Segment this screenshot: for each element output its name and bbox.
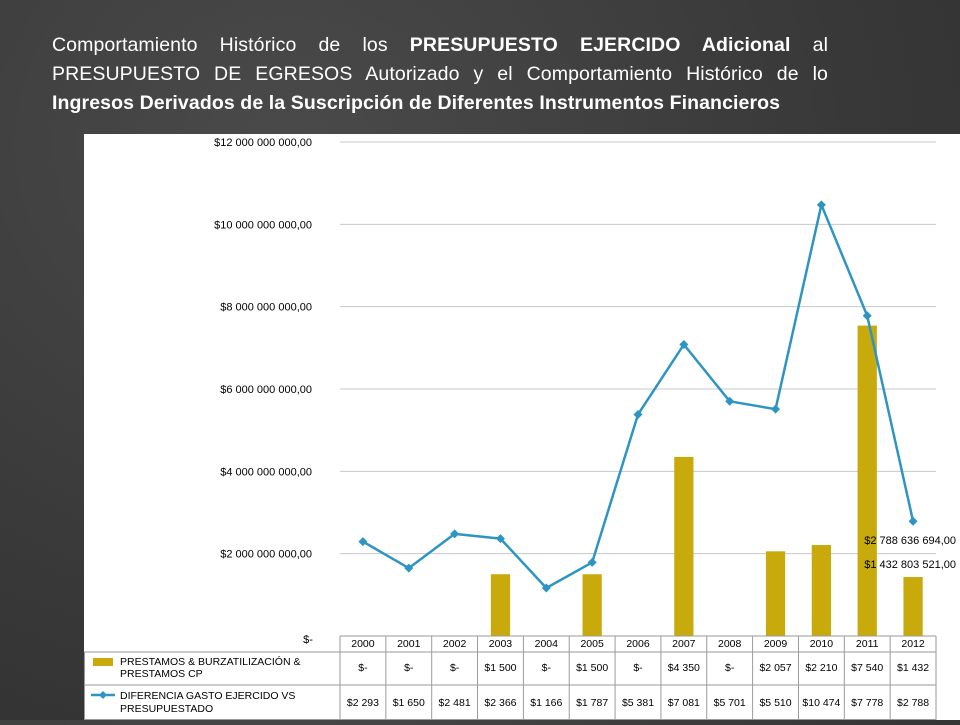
y-tick-label: $- — [303, 634, 313, 646]
table-cell-bar: $- — [450, 662, 460, 674]
y-tick-label: $2 000 000 000,00 — [220, 549, 312, 561]
title-part-2: al PRESUPUESTO DE EGRESOS Autorizado y e… — [52, 34, 829, 85]
series-line — [362, 203, 915, 590]
legend-label-bar-line2: PRESTAMOS CP — [120, 668, 203, 680]
table-cell-bar: $- — [542, 662, 552, 674]
x-category-label: 2009 — [764, 638, 788, 650]
table-cell-line: $7 081 — [668, 697, 700, 709]
x-category-label: 2007 — [672, 638, 696, 650]
x-category-label: 2006 — [626, 638, 650, 650]
x-category-label: 2000 — [351, 638, 375, 650]
table-cell-line: $2 481 — [439, 697, 471, 709]
combo-chart: $- $2 000 000 000,00 $4 000 000 000,00 $6 0… — [84, 137, 956, 720]
bar — [857, 325, 877, 636]
title-bold-1: PRESUPUESTO EJERCIDO Adicional — [409, 34, 791, 56]
bar — [765, 551, 786, 636]
x-category-label: 2008 — [718, 638, 742, 650]
table-cell-bar: $- — [633, 662, 643, 674]
x-category-label: 2010 — [810, 638, 834, 650]
line-point — [862, 311, 872, 321]
table-cell-line: $5 381 — [622, 697, 654, 709]
legend-key-line-marker — [99, 691, 107, 699]
table-cell-bar: $- — [358, 662, 368, 674]
line-point — [587, 557, 597, 567]
bar — [490, 574, 511, 636]
table-cell-bar: $- — [725, 662, 735, 674]
slide-title: Comportamiento Histórico de los PRESUPUE… — [52, 31, 828, 118]
x-category-label: 2001 — [397, 638, 421, 650]
x-category-label: 2002 — [443, 638, 467, 650]
data-label-line: $2 788 636 694,00 — [864, 535, 956, 547]
y-tick-label: $6 000 000 000,00 — [220, 384, 312, 396]
table-cell-line: $2 366 — [484, 697, 516, 709]
line-point — [404, 563, 414, 573]
line-point — [725, 396, 735, 406]
table-cell-line: $2 788 — [897, 697, 929, 709]
line-point — [771, 404, 781, 414]
table-cell-line: $5 510 — [759, 697, 791, 709]
legend-label-line-line1: DIFERENCIA GASTO EJERCIDO VS — [120, 690, 295, 702]
bar — [903, 577, 923, 636]
chart-area: $- $2 000 000 000,00 $4 000 000 000,00 $6 0… — [84, 134, 960, 720]
table-cell-line: $7 778 — [851, 697, 883, 709]
table-cell-line: $1 650 — [393, 697, 425, 709]
line-point — [816, 200, 826, 210]
legend-key-bar — [93, 658, 113, 666]
y-tick-label: $8 000 000 000,00 — [220, 302, 312, 314]
line-point — [358, 537, 368, 547]
table-cell-bar: $1 500 — [576, 662, 608, 674]
table-cell-bar: $2 210 — [805, 662, 837, 674]
legend-label-bar-line1: PRESTAMOS & BURZATILIZACIÓN & — [120, 655, 300, 668]
y-tick-label: $12 000 000 000,00 — [214, 137, 312, 149]
table-cell-bar: $7 540 — [851, 662, 883, 674]
legend-label-line-line2: PRESUPUESTADO — [120, 703, 213, 715]
y-tick-label: $4 000 000 000,00 — [220, 466, 312, 478]
table-cell-line: $10 474 — [802, 697, 840, 709]
line-point — [495, 534, 505, 544]
x-category-label: 2011 — [856, 638, 879, 650]
line-point — [908, 516, 918, 526]
data-label-bar: $1 432 803 521,00 — [864, 559, 956, 571]
line-point — [633, 409, 643, 419]
title-bold-2: Ingresos Derivados de la Suscripción de … — [52, 92, 781, 114]
x-category-label: 2004 — [535, 638, 559, 650]
table-cell-bar: $1 500 — [484, 662, 516, 674]
line-point — [679, 339, 689, 349]
table-cell-line: $5 701 — [714, 697, 746, 709]
table-cell-bar: $4 350 — [668, 662, 700, 674]
table-cell-bar: $2 057 — [759, 662, 791, 674]
title-part-1: Comportamiento Histórico de los — [52, 34, 410, 56]
table-cell-line: $1 787 — [576, 697, 608, 709]
x-category-label: 2003 — [489, 638, 513, 650]
bar — [811, 545, 832, 636]
table-cell-line: $1 166 — [530, 697, 562, 709]
y-tick-label: $10 000 000 000,00 — [214, 219, 312, 231]
bar — [674, 456, 694, 636]
line-point — [450, 529, 460, 539]
table-cell-bar: $- — [404, 662, 414, 674]
table-cell-bar: $1 432 — [897, 662, 929, 674]
x-category-label: 2012 — [901, 638, 925, 650]
x-category-label: 2005 — [580, 638, 604, 650]
line-point — [541, 583, 551, 593]
table-cell-line: $2 293 — [347, 697, 379, 709]
bar — [582, 574, 602, 636]
